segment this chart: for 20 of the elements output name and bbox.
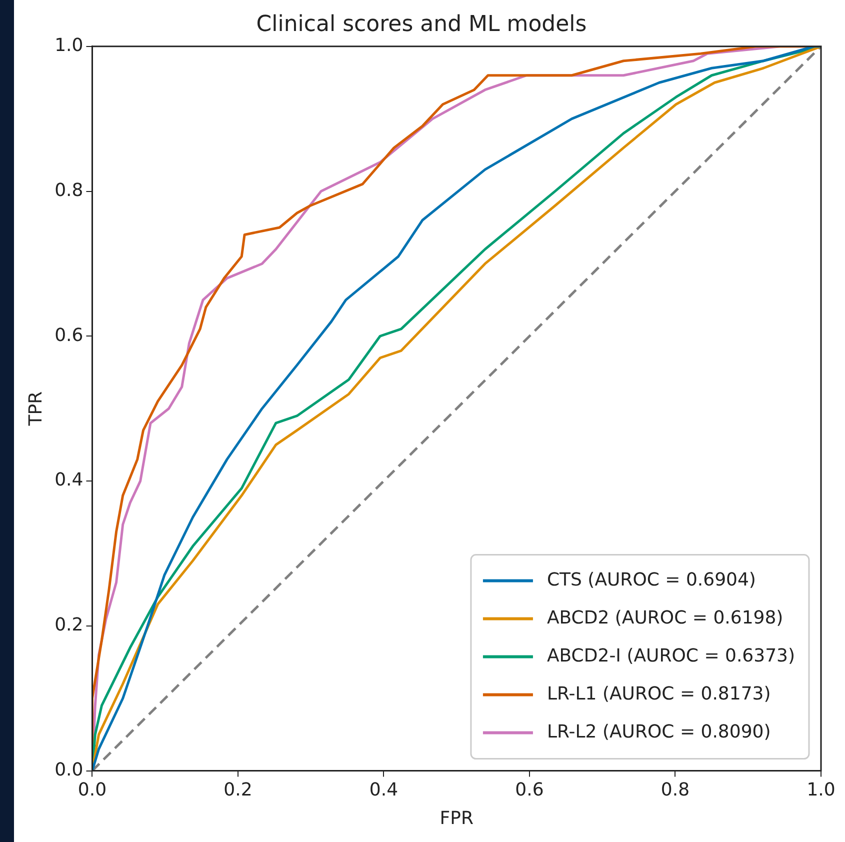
legend-label: ABCD2 (AUROC = 0.6198) bbox=[546, 607, 784, 628]
legend-label: CTS (AUROC = 0.6904) bbox=[546, 569, 756, 590]
x-tick-label: 0.8 bbox=[660, 779, 690, 800]
legend-label: LR-L2 (AUROC = 0.8090) bbox=[546, 721, 771, 742]
y-axis-title: TPR bbox=[25, 391, 46, 427]
legend-label: ABCD2-I (AUROC = 0.6373) bbox=[546, 645, 796, 666]
legend-label: LR-L1 (AUROC = 0.8173) bbox=[546, 683, 771, 704]
y-tick-label: 0.4 bbox=[54, 470, 84, 491]
y-tick-label: 0.2 bbox=[54, 614, 84, 636]
x-tick-label: 0.4 bbox=[369, 779, 398, 800]
x-tick-label: 0.6 bbox=[515, 779, 544, 800]
y-tick-label: 0.0 bbox=[54, 759, 84, 780]
x-tick-label: 1.0 bbox=[806, 779, 836, 800]
y-tick-label: 1.0 bbox=[54, 35, 84, 56]
y-tick-label: 0.6 bbox=[54, 324, 84, 346]
y-tick-label: 0.8 bbox=[54, 180, 84, 201]
chart-title: Clinical scores and ML models bbox=[256, 12, 587, 37]
x-axis-title: FPR bbox=[440, 808, 474, 829]
x-tick-label: 0.0 bbox=[78, 779, 107, 800]
x-tick-label: 0.2 bbox=[224, 779, 252, 800]
